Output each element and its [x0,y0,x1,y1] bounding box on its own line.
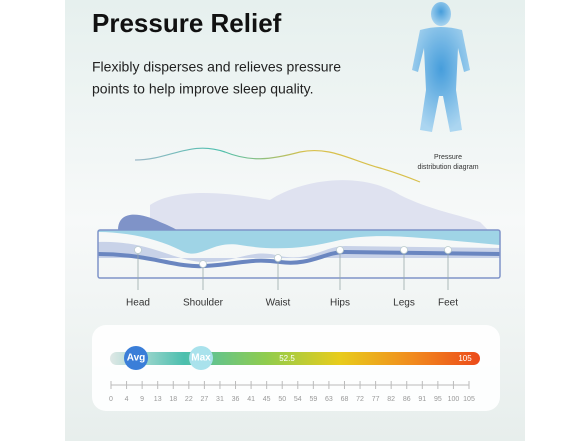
tick-label: 77 [372,396,380,403]
tick-label: 68 [341,396,349,403]
head-shape [118,214,180,232]
body-part-label: Feet [438,298,458,309]
tick-label: 100 [448,396,460,403]
title: Pressure Relief [92,8,282,38]
tick-label: 95 [434,396,442,403]
pressure-point [444,246,452,254]
tick-label: 4 [125,396,129,403]
body-silhouette [150,180,490,232]
tick-label: 31 [216,396,224,403]
mattress-layer [98,241,500,262]
tick-label: 105 [463,396,475,403]
tick-label: 22 [185,396,193,403]
pressure-point [274,254,282,262]
pressure-point [134,246,142,254]
tick-label: 91 [418,396,426,403]
tick-label: 27 [200,396,208,403]
pressure-scale-bar [110,352,480,365]
tick-label: 50 [278,396,286,403]
tick-label: 82 [387,396,395,403]
subtitle: points to help improve sleep quality. [92,81,314,97]
body-part-label: Shoulder [183,298,224,309]
tick-label: 13 [154,396,162,403]
mattress-spring [97,249,501,269]
tick-label: 86 [403,396,411,403]
mid-value: 52.5 [279,354,295,363]
end-value: 105 [458,354,472,363]
tick-label: 18 [169,396,177,403]
tick-label: 45 [263,396,271,403]
pressure-point [199,260,207,268]
figure-caption: distribution diagram [417,164,478,171]
avg-label: Avg [127,353,146,364]
tick-label: 9 [140,396,144,403]
body-figure [412,2,470,132]
body-part-label: Legs [393,298,415,309]
tick-label: 59 [309,396,317,403]
tick-label: 63 [325,396,333,403]
scale-panel [92,325,500,411]
tick-label: 54 [294,396,302,403]
mattress-top [98,230,500,254]
tick-label: 72 [356,396,364,403]
pressure-point [400,246,408,254]
pressure-wave [134,147,421,183]
subtitle: Flexibly disperses and relieves pressure [92,59,341,75]
body-part-label: Hips [330,298,350,309]
pressure-point [336,246,344,254]
avg-marker [124,346,148,370]
tick-label: 0 [109,396,113,403]
max-label: Max [191,353,211,364]
body-part-label: Head [126,298,150,309]
mattress-frame [97,229,501,279]
tick-label: 41 [247,396,255,403]
max-marker [189,346,213,370]
figure-caption: Pressure [434,154,462,161]
tick-label: 36 [232,396,240,403]
body-part-label: Waist [266,298,291,309]
